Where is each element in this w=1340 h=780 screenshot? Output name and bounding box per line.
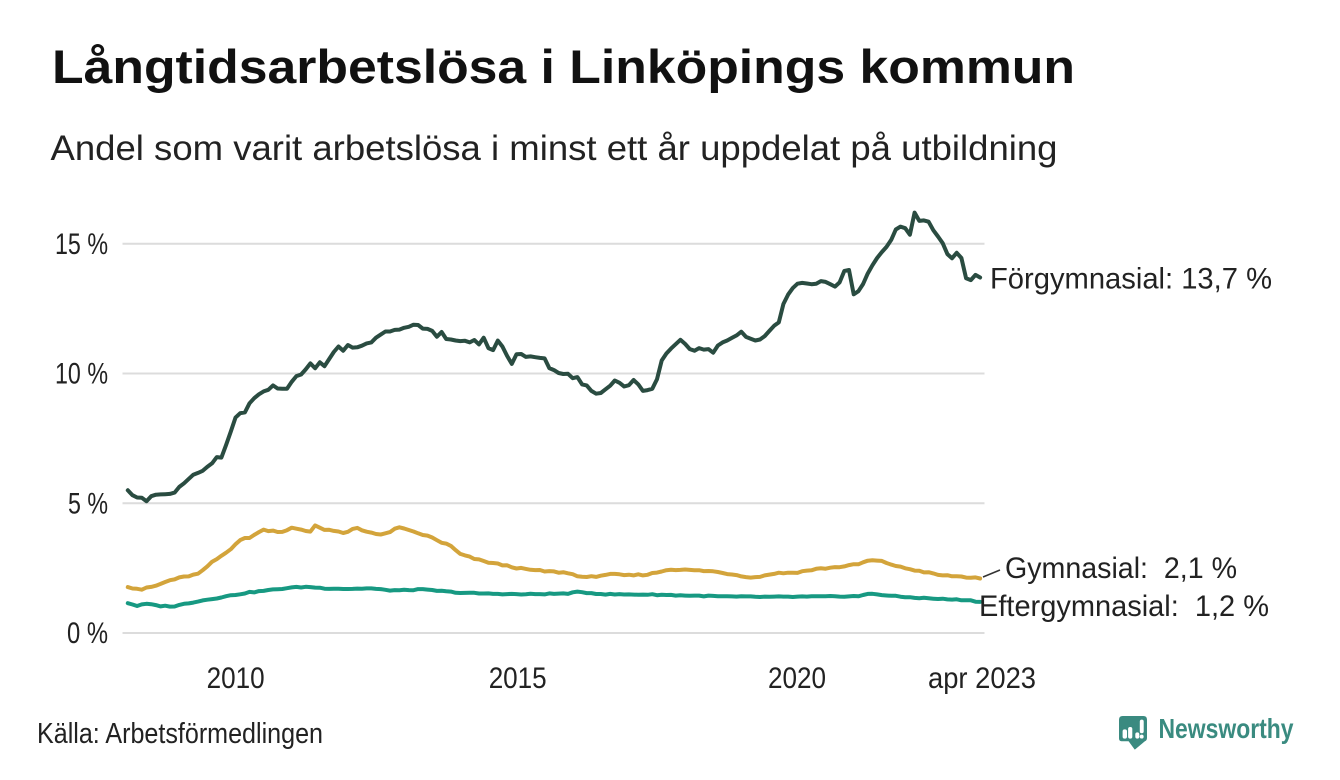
- svg-text:Andel som varit arbetslösa i m: Andel som varit arbetslösa i minst ett å…: [51, 128, 1058, 168]
- svg-text:Newsworthy: Newsworthy: [1159, 713, 1295, 744]
- svg-text:15 %: 15 %: [55, 228, 108, 261]
- svg-text:5 %: 5 %: [68, 487, 108, 520]
- svg-text:2015: 2015: [489, 662, 547, 695]
- svg-text:Förgymnasial: 13,7 %: Förgymnasial: 13,7 %: [990, 263, 1272, 296]
- svg-text:Eftergymnasial: 1,2 %: Eftergymnasial: 1,2 %: [979, 590, 1269, 623]
- svg-text:2010: 2010: [207, 662, 265, 695]
- svg-text:Gymnasial: 2,1 %: Gymnasial: 2,1 %: [1005, 552, 1237, 585]
- svg-text:Källa: Arbetsförmedlingen: Källa: Arbetsförmedlingen: [37, 718, 323, 750]
- svg-text:10 %: 10 %: [55, 358, 108, 391]
- svg-text:Långtidsarbetslösa i Linköping: Långtidsarbetslösa i Linköpings kommun: [52, 41, 1075, 94]
- svg-text:2020: 2020: [768, 662, 826, 695]
- svg-text:0 %: 0 %: [67, 617, 108, 650]
- svg-text:apr 2023: apr 2023: [928, 662, 1036, 695]
